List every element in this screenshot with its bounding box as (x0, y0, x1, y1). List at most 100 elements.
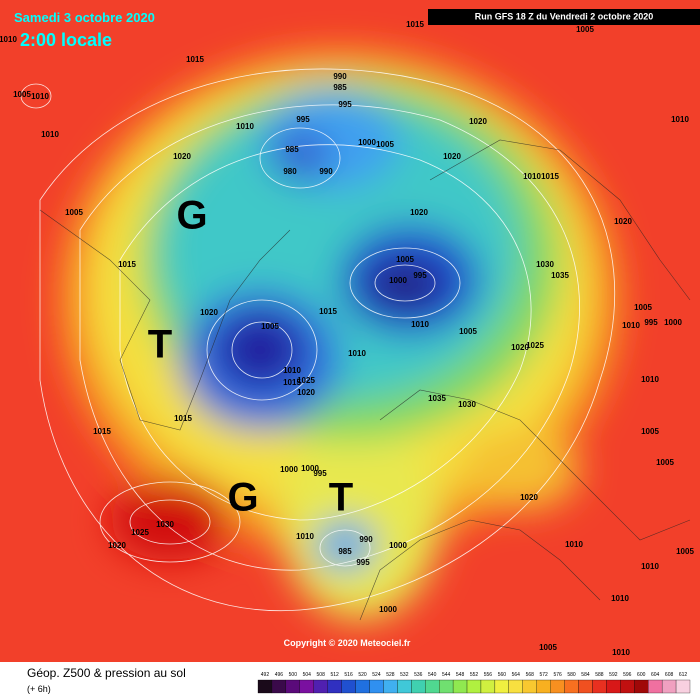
isobar-label: 1005 (676, 547, 694, 556)
isobar-label: 1005 (396, 255, 414, 264)
scale-swatch (620, 679, 635, 694)
isobar-label: 1015 (174, 414, 192, 423)
scale-label: 524 (372, 672, 381, 678)
isobar-label: 995 (313, 469, 327, 478)
scale-swatch (397, 679, 412, 694)
isobar-label: 1020 (469, 117, 487, 126)
scale-label: 580 (567, 672, 576, 678)
isobar-label: 990 (319, 167, 333, 176)
pressure-system: G (176, 194, 207, 238)
isobar-label: 1005 (65, 208, 83, 217)
isobar-label: 1015 (319, 307, 337, 316)
scale-swatch (564, 679, 579, 694)
scale-label: 548 (456, 672, 465, 678)
scale-swatch (675, 679, 691, 694)
isobar-labels: 1015 1005 1010 1015 1005 1010 990 985 995 1010 995… (0, 20, 694, 657)
scale-label: 596 (623, 672, 632, 678)
isobar-label: 1030 (536, 260, 554, 269)
legend-title: Géop. Z500 & pression au sol (27, 666, 186, 680)
scale-label: 520 (358, 672, 367, 678)
scale-label: 516 (344, 672, 353, 678)
isobar-label: 1005 (576, 25, 594, 34)
isobar-label: 1010 (611, 594, 629, 603)
date: Samedi 3 octobre 2020 (14, 10, 155, 25)
scale-label: 612 (679, 672, 688, 678)
scale-label: 600 (637, 672, 646, 678)
isobar-label: 985 (338, 547, 352, 556)
isobar-label: 1010 (0, 35, 17, 44)
scale-label: 544 (442, 672, 451, 678)
scale-swatch (341, 679, 356, 694)
isobar-label: 1005 (641, 427, 659, 436)
isobar-label: 1025 (526, 341, 544, 350)
isobar-label: 1000 (664, 318, 682, 327)
scale-swatch (606, 679, 621, 694)
isobar-label: 1035 (551, 271, 569, 280)
pressure-system: G (227, 476, 258, 520)
scale-swatch (578, 679, 593, 694)
scale-swatch (550, 679, 565, 694)
isobar-label: 1020 (173, 152, 191, 161)
footer: Géop. Z500 & pression au sol (+ 6h) 492 4… (0, 662, 700, 700)
scale-swatch (536, 679, 551, 694)
isobar-label: 1030 (458, 400, 476, 409)
scale-swatch (634, 679, 649, 694)
isobar-label: 995 (644, 318, 658, 327)
isobar-label: 1025 (131, 528, 149, 537)
isobar-label: 1005 (634, 303, 652, 312)
scale-swatch (299, 679, 314, 694)
isobar-label: 1020 (614, 217, 632, 226)
isobar-label: 1005 (539, 643, 557, 652)
forecast-step: (+ 6h) (27, 684, 51, 694)
isobar-label: 1000 (389, 276, 407, 285)
isobar-label: 995 (413, 271, 427, 280)
scale-swatch (369, 679, 384, 694)
scale-swatch (285, 679, 300, 694)
scale-label: 504 (303, 672, 312, 678)
isobar-label: 1010 (523, 172, 541, 181)
isobar-label: 1025 (297, 376, 315, 385)
isobar-label: 1020 (200, 308, 218, 317)
scale-label: 588 (595, 672, 604, 678)
copyright: Copyright © 2020 Meteociel.fr (284, 638, 411, 648)
pressure-system: T (148, 323, 172, 367)
isobar-label: 1020 (443, 152, 461, 161)
scale-swatch (411, 679, 426, 694)
isobar-label: 990 (333, 72, 347, 81)
isobar-label: 1000 (358, 138, 376, 147)
isobar-label: 995 (296, 115, 310, 124)
scale-swatch (522, 679, 537, 694)
scale-label: 496 (275, 672, 284, 678)
scale-label: 532 (400, 672, 409, 678)
isobar-label: 1015 (118, 260, 136, 269)
scale-label: 556 (484, 672, 493, 678)
scale-swatch (508, 679, 523, 694)
isobar-label: 1015 (283, 378, 301, 387)
scale-label: 552 (470, 672, 479, 678)
isobar-label: 1005 (656, 458, 674, 467)
isobar-label: 1005 (261, 322, 279, 331)
scale-label: 564 (512, 672, 521, 678)
scale-swatch (494, 679, 509, 694)
isobar-label: 1015 (406, 20, 424, 29)
isobar-label: 1010 (641, 562, 659, 571)
map (0, 0, 700, 662)
isobar-label: 1010 (31, 92, 49, 101)
isobar-label: 1020 (410, 208, 428, 217)
isobar-label: 1010 (283, 366, 301, 375)
scale-swatch (592, 679, 607, 694)
isobar-label: 1000 (389, 541, 407, 550)
scale-swatch (327, 679, 342, 694)
isobar-label: 1005 (376, 140, 394, 149)
time: 2:00 locale (20, 30, 112, 50)
scale-label: 608 (665, 672, 674, 678)
isobar-label: 1010 (622, 321, 640, 330)
scale-label: 492 (261, 672, 270, 678)
scale-label: 576 (553, 672, 562, 678)
isobar-label: 1010 (296, 532, 314, 541)
scale-label: 528 (386, 672, 395, 678)
isobar-label: 990 (359, 535, 373, 544)
scale-label: 560 (498, 672, 507, 678)
scale-label: 592 (609, 672, 618, 678)
